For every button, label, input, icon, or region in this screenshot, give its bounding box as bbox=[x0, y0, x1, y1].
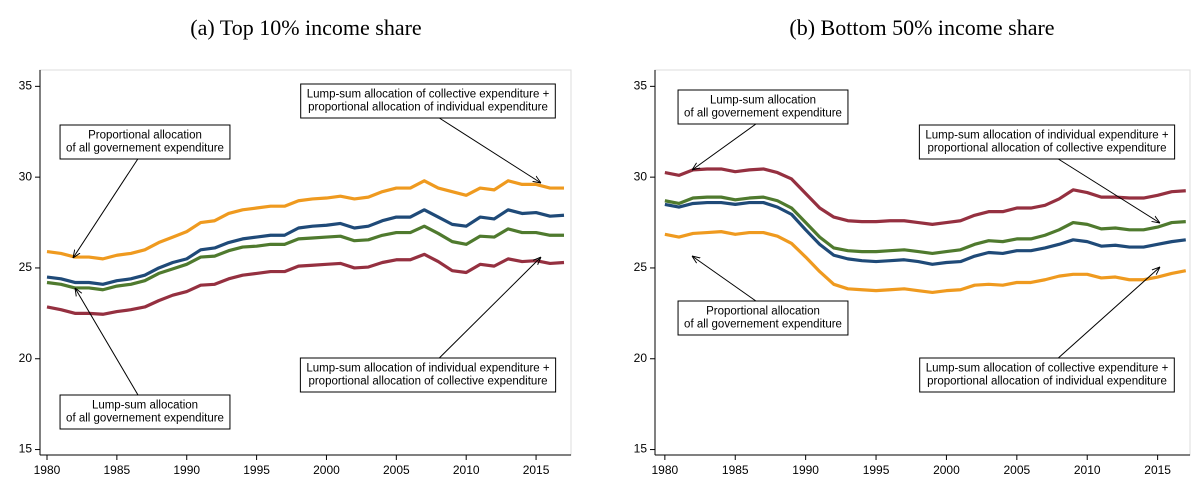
series-line bbox=[664, 200, 1186, 266]
y-tick-label: 15 bbox=[19, 442, 33, 456]
series-line bbox=[664, 167, 1186, 226]
annotation-text: of all governement expenditure bbox=[684, 319, 842, 331]
annotation-text: proportional allocation of collective ex… bbox=[308, 376, 547, 388]
annotation-text: Lump-sum allocation of collective expend… bbox=[307, 89, 550, 101]
x-tick-label: 2000 bbox=[933, 463, 960, 477]
y-tick-label: 35 bbox=[634, 79, 648, 93]
annotation-text: proportional allocation of individual ex… bbox=[308, 102, 548, 114]
annotation-text: proportional allocation of individual ex… bbox=[927, 376, 1167, 388]
x-tick-label: 2015 bbox=[523, 463, 550, 477]
x-tick-label: 2005 bbox=[383, 463, 410, 477]
annotation-text: Lump-sum allocation bbox=[710, 95, 816, 107]
series-line bbox=[46, 208, 565, 286]
annotation-arrow bbox=[73, 158, 139, 258]
x-tick-label: 1995 bbox=[243, 463, 270, 477]
x-tick-label: 1985 bbox=[104, 463, 131, 477]
annotation-arrow bbox=[692, 123, 757, 170]
y-tick-label: 25 bbox=[634, 260, 648, 274]
annotation-text: Proportional allocation bbox=[88, 130, 202, 142]
annotation-text: Lump-sum allocation of individual expend… bbox=[925, 130, 1169, 142]
annotation: Lump-sum allocation of individual expend… bbox=[299, 357, 557, 393]
annotation-box bbox=[59, 394, 231, 430]
annotation: Lump-sum allocation of collective expend… bbox=[300, 83, 556, 119]
annotation-text: Lump-sum allocation of individual expend… bbox=[306, 363, 550, 375]
x-tick-label: 2010 bbox=[1074, 463, 1101, 477]
y-tick-label: 30 bbox=[19, 169, 33, 183]
annotation-arrow bbox=[692, 256, 757, 302]
x-tick-label: 1985 bbox=[722, 463, 749, 477]
x-tick-label: 1980 bbox=[652, 463, 679, 477]
annotation-text: proportional allocation of collective ex… bbox=[927, 143, 1166, 155]
x-tick-label: 2010 bbox=[453, 463, 480, 477]
x-tick-label: 1990 bbox=[173, 463, 200, 477]
x-tick-label: 2005 bbox=[1003, 463, 1030, 477]
x-tick-label: 1990 bbox=[792, 463, 819, 477]
y-tick-label: 25 bbox=[19, 260, 33, 274]
annotation-box bbox=[677, 89, 849, 125]
annotation-box bbox=[677, 300, 849, 336]
series-line bbox=[46, 179, 565, 261]
chart-title: (b) Bottom 50% income share bbox=[789, 15, 1054, 40]
annotation-arrow bbox=[1057, 267, 1160, 359]
y-tick-label: 35 bbox=[19, 79, 33, 93]
annotation-text: of all governement expenditure bbox=[66, 413, 224, 425]
x-tick-label: 2015 bbox=[1144, 463, 1171, 477]
x-tick-label: 1980 bbox=[34, 463, 61, 477]
series-line bbox=[664, 195, 1186, 256]
annotation-text: of all governement expenditure bbox=[684, 108, 842, 120]
annotation-text: Lump-sum allocation of collective expend… bbox=[926, 363, 1169, 375]
annotation-arrow bbox=[438, 257, 541, 359]
chart-title: (a) Top 10% income share bbox=[190, 15, 421, 40]
annotation: Lump-sum allocation of collective expend… bbox=[919, 357, 1175, 393]
annotation: Lump-sum allocation of individual expend… bbox=[918, 124, 1176, 160]
annotation-text: Proportional allocation bbox=[706, 306, 820, 318]
annotation-box bbox=[299, 357, 557, 393]
series-line bbox=[46, 252, 565, 316]
x-tick-label: 1995 bbox=[863, 463, 890, 477]
annotation-box bbox=[918, 124, 1176, 160]
annotation-arrow bbox=[75, 288, 139, 396]
annotation-box bbox=[59, 124, 231, 160]
annotation-arrow bbox=[1058, 158, 1160, 223]
annotation-box bbox=[300, 83, 556, 119]
y-tick-label: 20 bbox=[634, 351, 648, 365]
annotation-text: Lump-sum allocation bbox=[92, 400, 198, 412]
series-line bbox=[46, 224, 565, 292]
annotation-box bbox=[919, 357, 1175, 393]
annotation-arrow bbox=[439, 117, 541, 183]
x-tick-label: 2000 bbox=[313, 463, 340, 477]
y-tick-label: 15 bbox=[634, 442, 648, 456]
y-tick-label: 30 bbox=[634, 169, 648, 183]
series-line bbox=[664, 230, 1187, 295]
annotation-text: of all governement expenditure bbox=[66, 143, 224, 155]
y-tick-label: 20 bbox=[19, 351, 33, 365]
